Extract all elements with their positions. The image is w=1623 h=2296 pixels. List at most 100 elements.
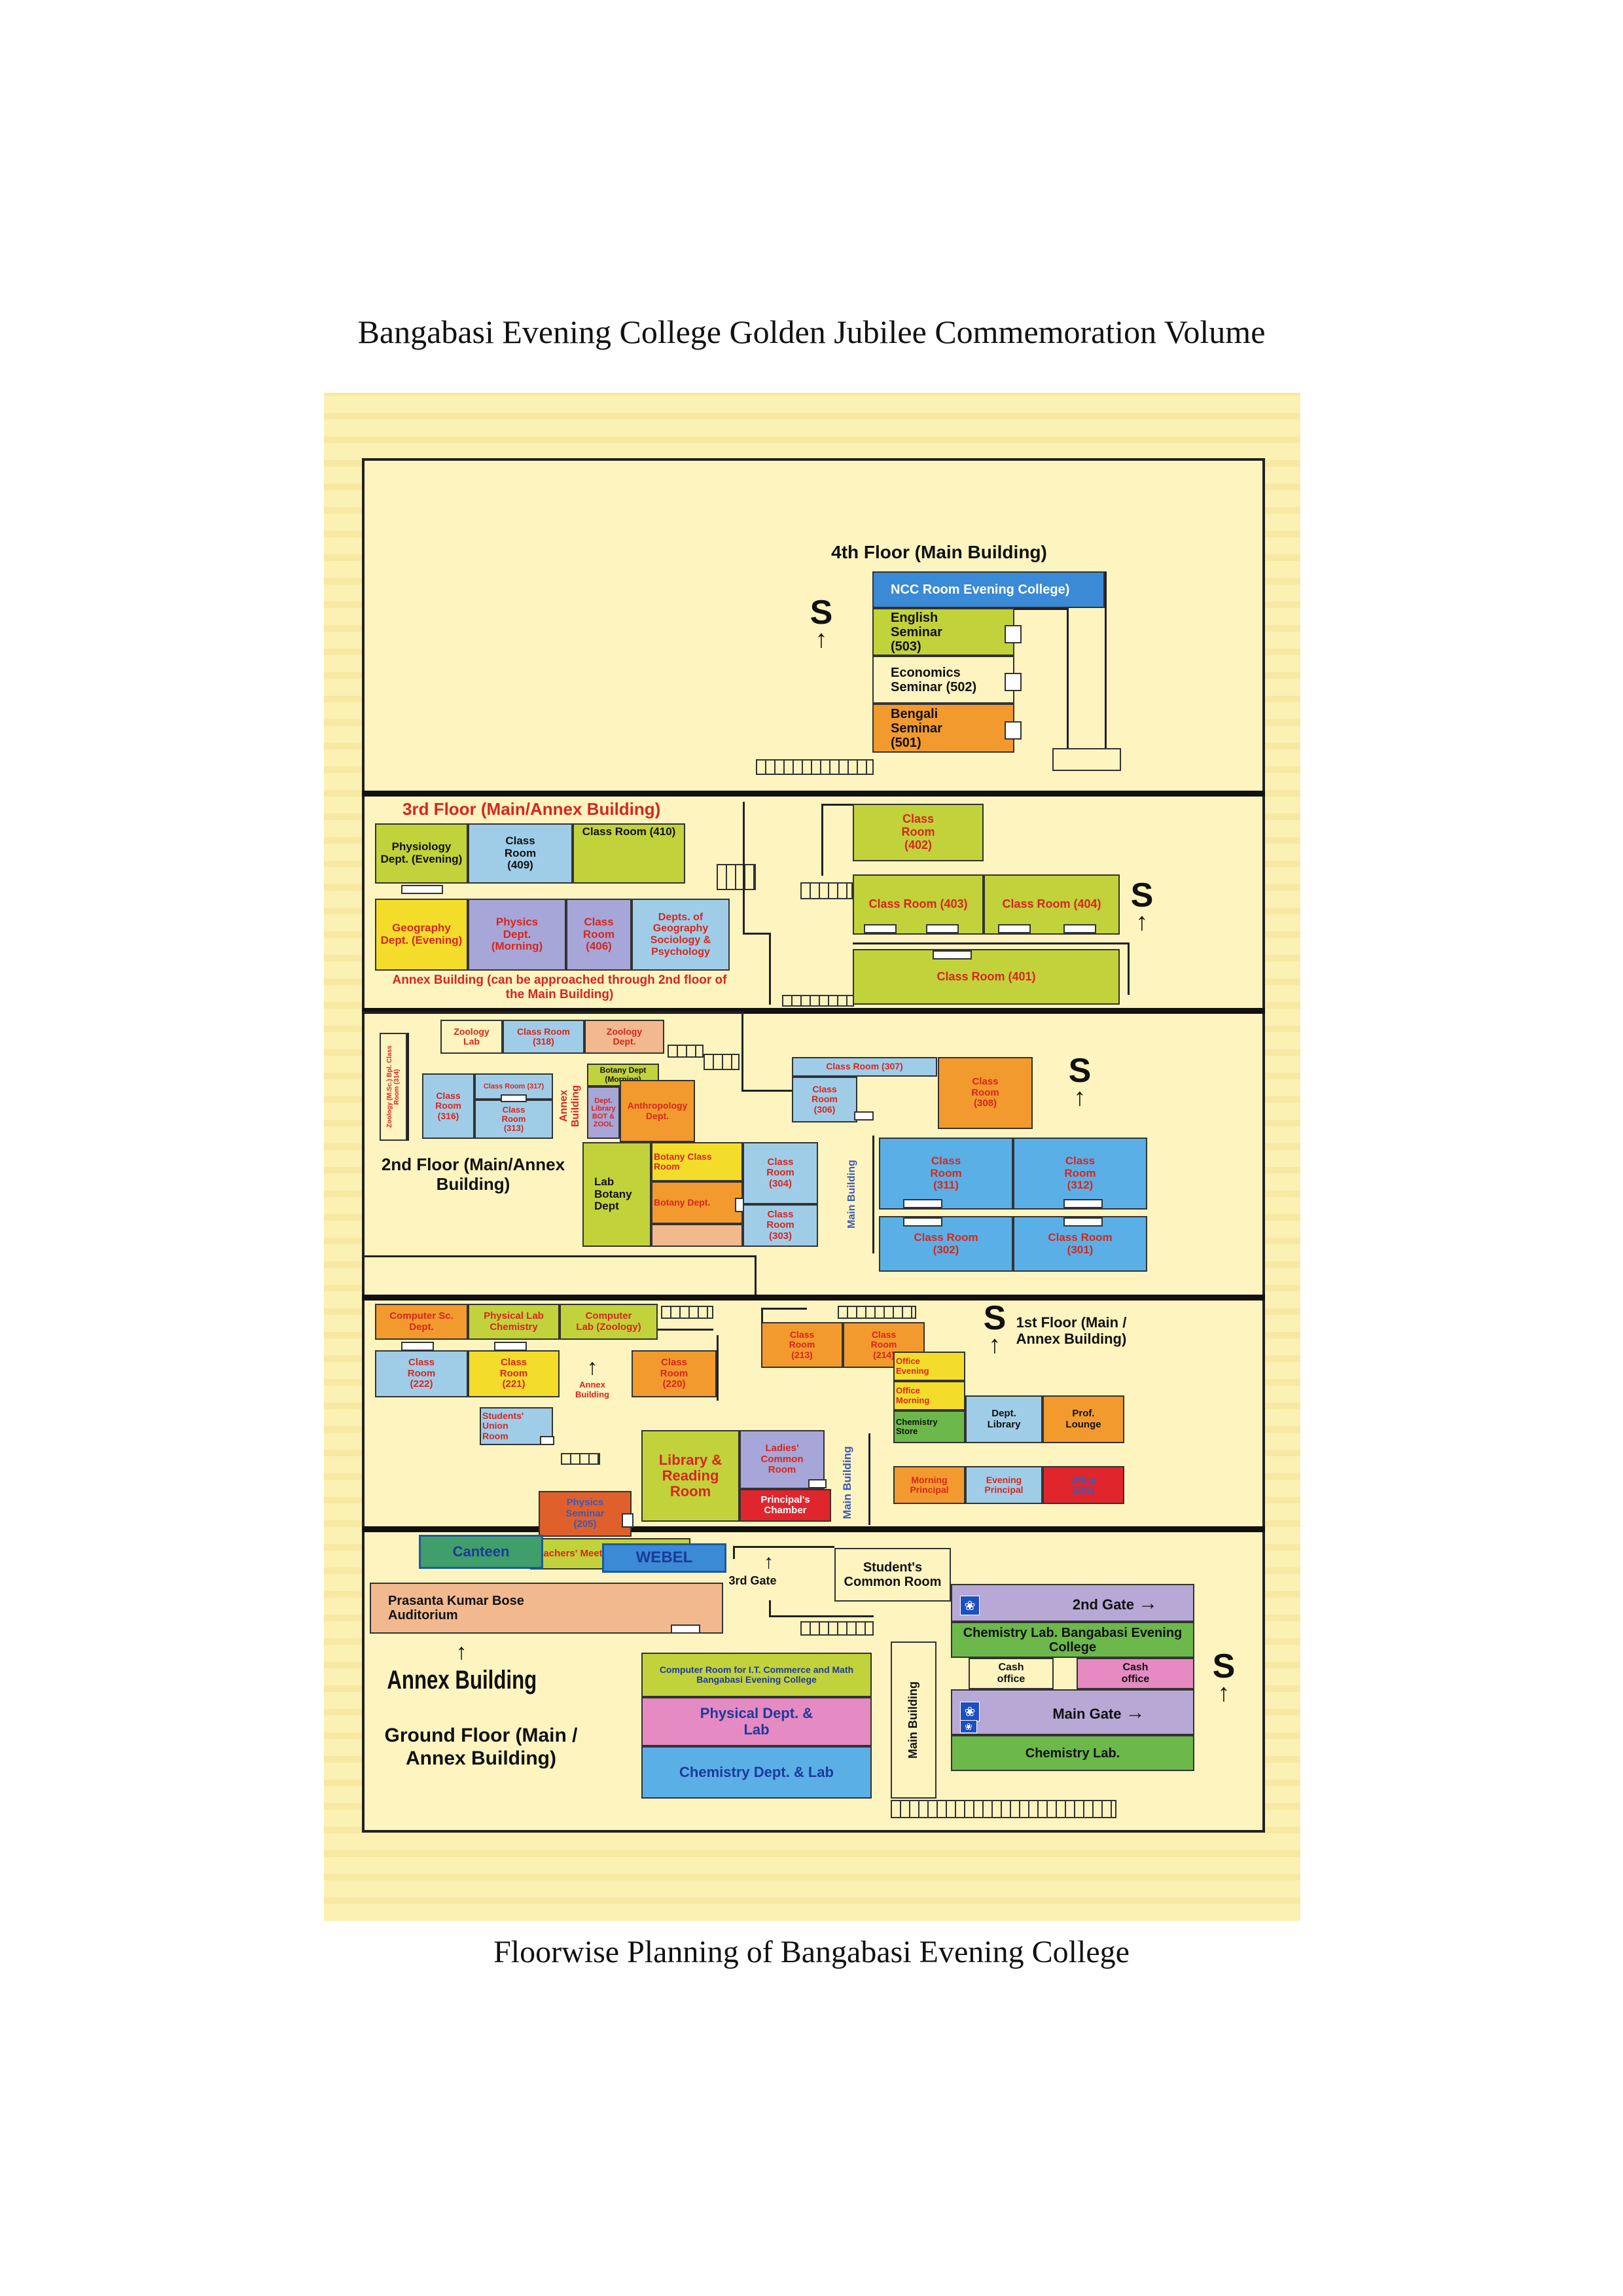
- computer-sc-dept-label: Computer Sc. Dept.: [389, 1310, 454, 1333]
- second-gate-text: 2nd Gate: [1072, 1596, 1134, 1613]
- door: [926, 924, 959, 933]
- anthropology-dept-label: Anthropology Dept.: [627, 1100, 688, 1121]
- computer-room-it-label: Computer Room for I.T. Commerce and Math…: [659, 1664, 854, 1685]
- dept-library-bot-zool-label: Dept. Library BOT & ZOOL: [591, 1096, 616, 1129]
- door: [540, 1436, 554, 1445]
- arrow-up-icon: ↑: [455, 1640, 467, 1664]
- english-seminar-label: English Seminar (503): [891, 610, 942, 654]
- floor-plan-map: 4th Floor (Main Building) S ↑ NCC Room E…: [324, 393, 1300, 1921]
- evening-principal-label: Evening Principal: [984, 1474, 1024, 1495]
- wall: [407, 1033, 409, 1141]
- arrow-up-icon: ↑: [586, 1355, 598, 1380]
- wall: [1014, 608, 1067, 610]
- wall: [761, 1308, 807, 1310]
- lab-botany-dept: Lab Botany Dept: [582, 1142, 651, 1247]
- wall: [741, 1011, 743, 1090]
- door: [1063, 1217, 1103, 1227]
- class-room-306: Class Room (306): [792, 1077, 857, 1122]
- canteen: Canteen: [419, 1535, 543, 1569]
- floor-separator: [362, 1526, 1265, 1532]
- staircase: [756, 759, 874, 775]
- depts-geography-sociology: Depts. of Geography Sociology & Psycholo…: [632, 899, 730, 971]
- door: [933, 950, 972, 960]
- door: [622, 1513, 633, 1528]
- anthropology-dept: Anthropology Dept.: [620, 1080, 695, 1142]
- stair-marker: S ↑: [1207, 1649, 1240, 1706]
- class-room-222: Class Room (222): [375, 1350, 468, 1397]
- zoology-lab-label: Zoology Lab: [454, 1026, 490, 1047]
- class-room-312: Class Room (312): [1013, 1138, 1147, 1210]
- wall: [717, 1335, 719, 1401]
- stair-landing: [1052, 748, 1121, 771]
- staircase: [561, 1453, 600, 1465]
- main-gate-label: Main Gate →: [1052, 1702, 1145, 1723]
- chemistry-store-label: Chemistry Store: [896, 1416, 938, 1436]
- physical-lab-chemistry-label: Physical Lab Chemistry: [484, 1310, 544, 1333]
- class-room-221-label: Class Room (221): [499, 1357, 528, 1390]
- arrow-up-icon: ↑: [1135, 908, 1149, 936]
- office-evening: Office Evening: [893, 1352, 965, 1381]
- staircase: [704, 1054, 740, 1070]
- class-room-403-label: Class Room (403): [868, 897, 968, 911]
- morning-principal: Morning Principal: [893, 1466, 965, 1504]
- zoology-lab: Zoology Lab: [440, 1020, 503, 1054]
- students-union-room-label: Students' Union Room: [482, 1410, 524, 1441]
- class-room-304-label: Class Room (304): [766, 1156, 794, 1189]
- door: [735, 1198, 744, 1212]
- arrow-right-icon: →: [1138, 1592, 1158, 1614]
- door: [903, 1217, 942, 1227]
- annex-building-title: ↑ Annex Building: [387, 1640, 537, 1695]
- staircase: [668, 1045, 704, 1058]
- college-logo-icon: ❀: [960, 1596, 980, 1615]
- class-room-410-label: Class Room (410): [582, 825, 676, 838]
- botany-dept-label: Botany Dept.: [654, 1196, 711, 1208]
- main-gate-corridor: Main Gate →: [951, 1689, 1194, 1735]
- arrow-up-icon: ↑: [988, 1331, 1001, 1359]
- physics-seminar-205-label: Physics Seminar (205): [565, 1497, 605, 1530]
- wall: [769, 1600, 771, 1617]
- class-room-313-label: Class Room (313): [501, 1104, 526, 1134]
- staircase: [800, 882, 853, 899]
- class-room-302-label: Class Room (302): [914, 1230, 978, 1256]
- students-common-room-label: Student's Common Room: [844, 1560, 942, 1589]
- door: [903, 1199, 942, 1208]
- computer-room-it: Computer Room for I.T. Commerce and Math…: [641, 1653, 872, 1697]
- physical-dept-lab: Physical Dept. & Lab: [641, 1697, 872, 1746]
- floor-separator: [362, 1295, 1265, 1300]
- staircase: [717, 864, 756, 890]
- class-room-214-label: Class Room (214): [870, 1329, 897, 1360]
- ncc-room-label: NCC Room Evening College): [891, 583, 1070, 597]
- auditorium-label: Prasanta Kumar Bose Auditorium: [388, 1594, 524, 1623]
- class-room-410: Class Room (410): [573, 823, 685, 884]
- physiology-dept-label: Physiology Dept. (Evening): [380, 840, 463, 865]
- door: [1005, 721, 1022, 740]
- physiology-dept: Physiology Dept. (Evening): [375, 823, 468, 884]
- wall: [761, 1309, 763, 1323]
- physical-dept-lab-label: Physical Dept. & Lab: [700, 1705, 813, 1738]
- stair-s-icon: S: [983, 1299, 1007, 1337]
- wall: [733, 1546, 735, 1559]
- annex-building-title-label: Annex Building: [387, 1666, 537, 1695]
- dept-library-label: Dept. Library: [987, 1408, 1021, 1430]
- zoology-dept-label: Zoology Dept.: [606, 1026, 643, 1047]
- class-room-403: Class Room (403): [853, 874, 984, 935]
- office-201-label: Office (201): [1070, 1474, 1097, 1495]
- class-room-401: Class Room (401): [853, 949, 1120, 1005]
- floor4-title: 4th Floor (Main Building): [831, 542, 1047, 562]
- morning-principal-label: Morning Principal: [910, 1474, 949, 1495]
- zoology-dept: Zoology Dept.: [584, 1020, 664, 1054]
- prof-lounge: Prof. Lounge: [1043, 1395, 1124, 1443]
- staircase: [800, 1621, 874, 1636]
- class-room-317-label: Class Room (317): [483, 1082, 544, 1090]
- class-room-220-label: Class Room (220): [660, 1357, 688, 1390]
- class-room-307-label: Class Room (307): [826, 1061, 903, 1072]
- wall: [362, 1011, 741, 1013]
- economics-seminar: Economics Seminar (502): [872, 656, 1014, 704]
- bengali-seminar: Bengali Seminar (501): [872, 704, 1014, 753]
- door: [998, 924, 1031, 933]
- office-morning-label: Office Morning: [896, 1386, 930, 1405]
- class-room-401-label: Class Room (401): [936, 969, 1036, 983]
- wall: [1067, 608, 1069, 749]
- door: [401, 885, 443, 894]
- computer-sc-dept: Computer Sc. Dept.: [375, 1304, 468, 1340]
